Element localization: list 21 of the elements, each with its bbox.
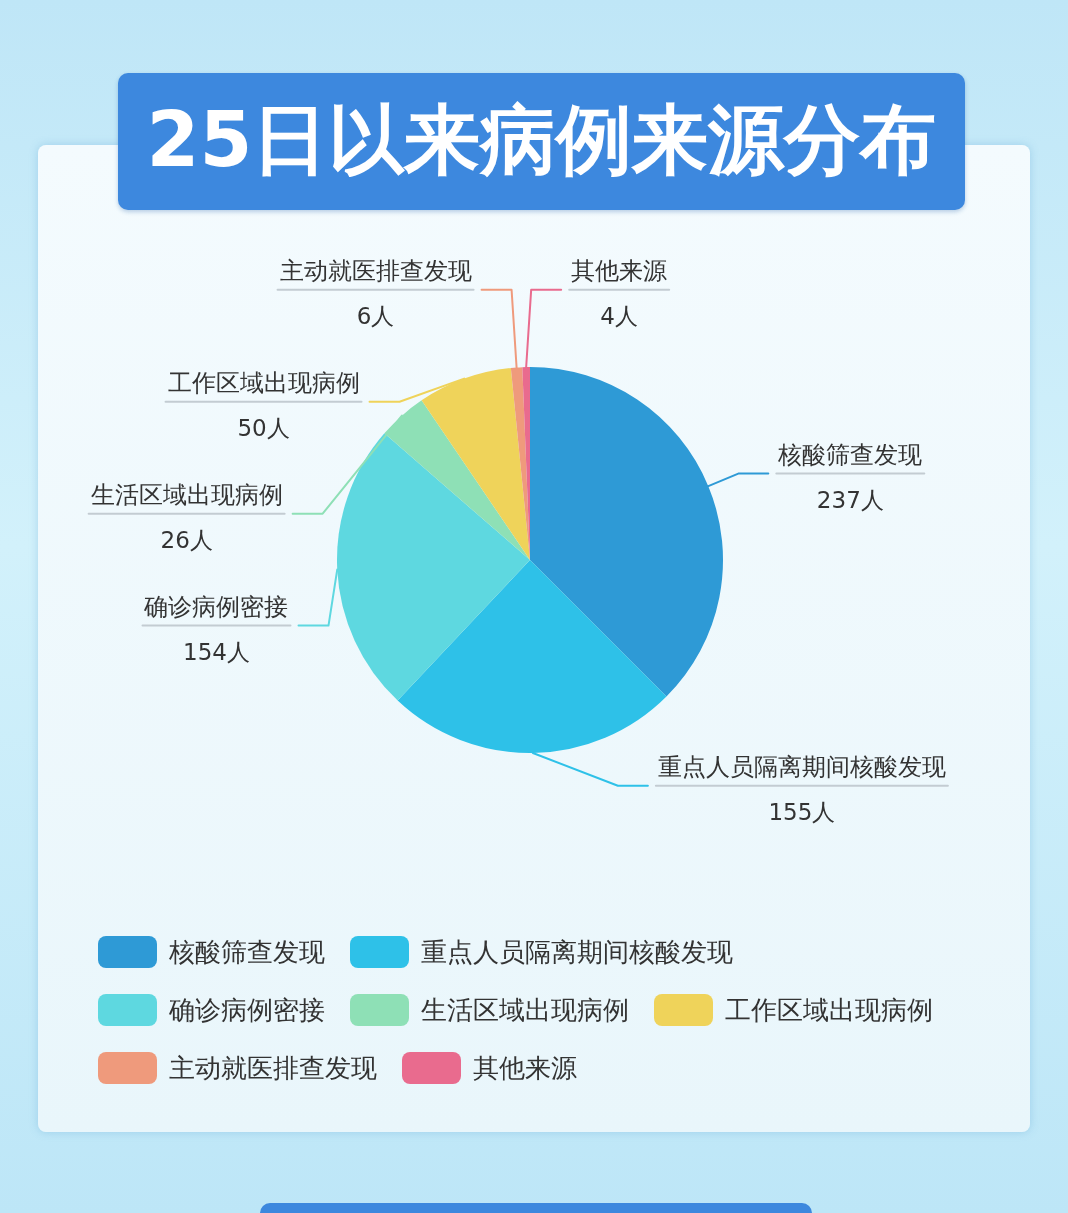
- legend-label: 其他来源: [473, 1051, 577, 1085]
- slice-label: 确诊病例密接: [143, 592, 289, 621]
- slice-label: 生活区域出现病例: [90, 480, 283, 509]
- data-label: 154人: [183, 638, 250, 665]
- data-label: 26人: [160, 526, 213, 553]
- legend-label: 工作区域出现病例: [725, 993, 933, 1027]
- slice-label: 主动就医排查发现: [279, 256, 472, 285]
- data-label: 155人: [768, 798, 836, 825]
- slice-label: 重点人员隔离期间核酸发现: [657, 752, 946, 781]
- slice-label: 核酸筛查发现: [777, 440, 923, 469]
- slice-label: 其他来源: [571, 256, 668, 285]
- data-label: 50人: [237, 414, 290, 441]
- legend-label: 生活区域出现病例: [421, 993, 629, 1027]
- slice-label: 工作区域出现病例: [167, 368, 360, 397]
- legend-label: 核酸筛查发现: [169, 935, 325, 969]
- data-label: 4人: [600, 302, 638, 329]
- legend-label: 确诊病例密接: [169, 993, 325, 1027]
- legend-label: 重点人员隔离期间核酸发现: [421, 935, 733, 969]
- legend-label: 主动就医排查发现: [169, 1051, 377, 1085]
- data-label: 6人: [356, 302, 395, 329]
- data-label: 237人: [816, 486, 884, 513]
